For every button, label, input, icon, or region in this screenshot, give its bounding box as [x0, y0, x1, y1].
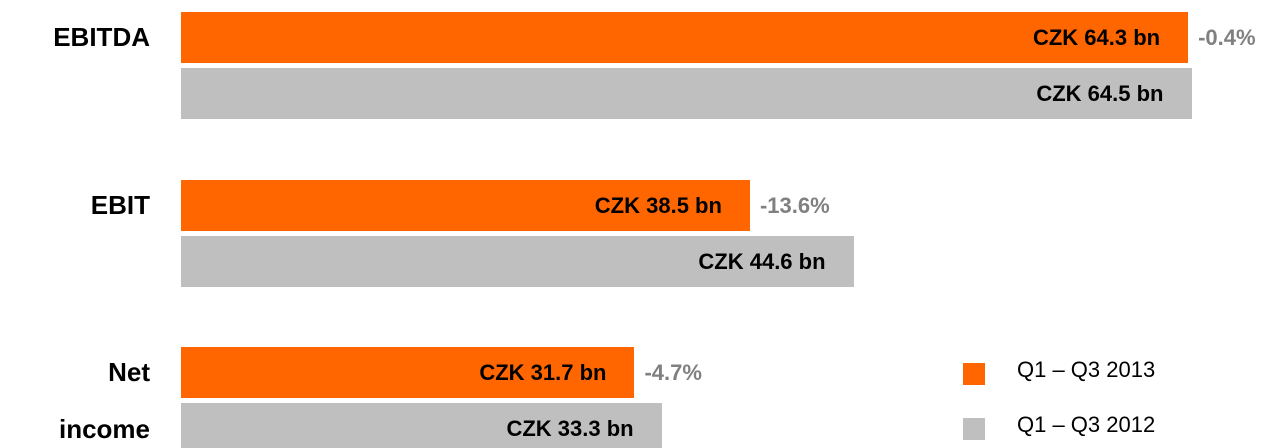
value-label: CZK 38.5 bn — [594, 193, 722, 218]
category-label: EBITDA — [53, 22, 150, 52]
value-label: CZK 33.3 bn — [506, 416, 634, 441]
change-label: -4.7% — [644, 360, 702, 385]
category-label: Net income — [58, 357, 150, 444]
legend-label: Q1 – Q3 2012 — [1017, 412, 1156, 437]
value-label: CZK 64.5 bn — [1036, 81, 1164, 106]
bar — [181, 180, 750, 231]
legend-label: Q1 – Q3 2013 — [1017, 357, 1156, 382]
bar — [181, 236, 854, 287]
change-label: -0.4% — [1198, 25, 1256, 50]
bar — [181, 403, 662, 448]
change-label: -13.6% — [759, 193, 830, 218]
value-label: CZK 64.3 bn — [1032, 25, 1161, 50]
bar — [181, 12, 1189, 63]
legend-swatch — [963, 363, 985, 385]
category-label: EBIT — [90, 190, 150, 220]
value-label: CZK 44.6 bn — [698, 249, 826, 274]
bar — [181, 68, 1192, 119]
legend-swatch — [963, 418, 985, 440]
bar — [181, 347, 635, 398]
value-label: CZK 31.7 bn — [479, 360, 607, 385]
